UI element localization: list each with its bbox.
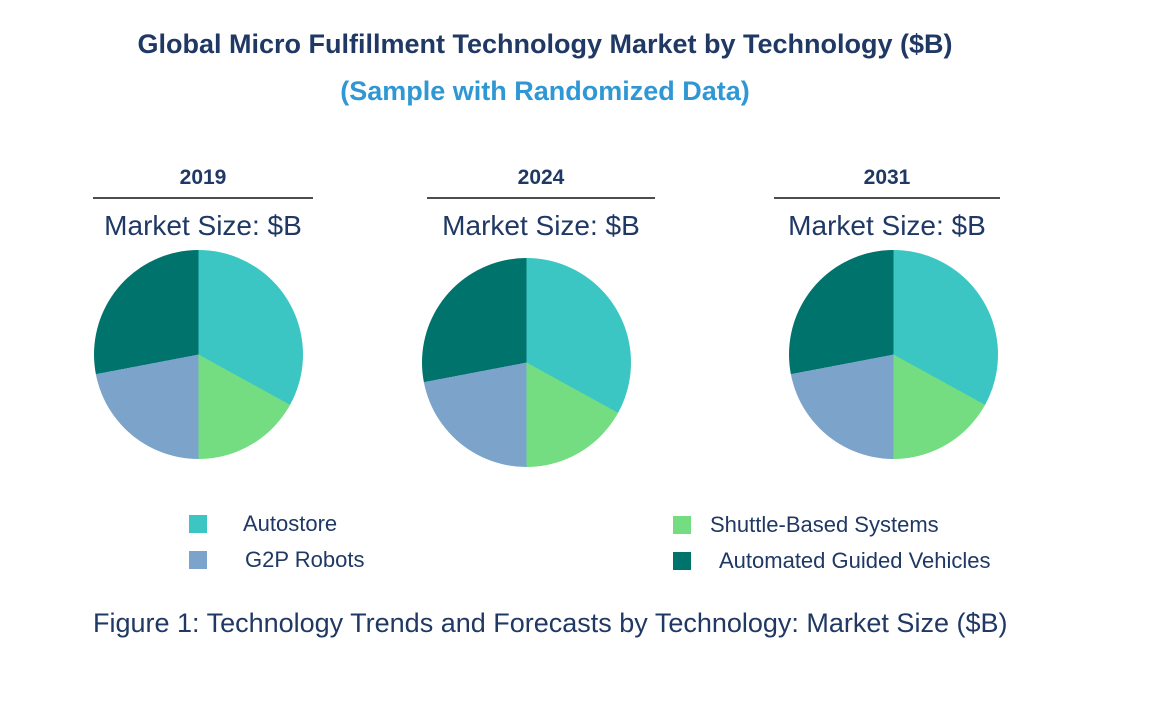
pie-chart-2024 — [422, 258, 631, 467]
page-title: Global Micro Fulfillment Technology Mark… — [137, 29, 953, 59]
legend-label-autostore: Autostore — [243, 511, 338, 536]
market-size-label-2031: Market Size: $B — [788, 210, 986, 242]
pie-chart-2031 — [789, 250, 998, 459]
legend-swatch-g2p-robots — [189, 551, 207, 569]
year-header-2024: 2024 — [427, 166, 655, 200]
page-subtitle: (Sample with Randomized Data) — [340, 76, 750, 107]
legend-swatch-automated-guided-vehicles — [673, 552, 691, 570]
figure-caption: Figure 1: Technology Trends and Forecast… — [93, 608, 1008, 638]
legend-item-g2p-robots: G2P Robots — [189, 549, 364, 571]
legend-item-autostore: Autostore — [189, 513, 337, 535]
chart-group-2019: 2019 Market Size: $B — [93, 166, 313, 242]
legend-swatch-shuttle-based-systems — [673, 516, 691, 534]
year-header-2031: 2031 — [774, 166, 1000, 200]
chart-group-2031: 2031 Market Size: $B — [774, 166, 1000, 242]
legend-label-g2p-robots: G2P Robots — [245, 547, 365, 572]
year-header-2019: 2019 — [93, 166, 313, 200]
legend-label-shuttle-based-systems: Shuttle-Based Systems — [710, 512, 939, 537]
page-header: Global Micro Fulfillment Technology Mark… — [0, 28, 1090, 108]
pie-chart-2019 — [94, 250, 303, 459]
legend-swatch-autostore — [189, 515, 207, 533]
legend-label-automated-guided-vehicles: Automated Guided Vehicles — [719, 548, 991, 573]
market-size-label-2024: Market Size: $B — [442, 210, 640, 242]
chart-group-2024: 2024 Market Size: $B — [427, 166, 655, 242]
market-size-label-2019: Market Size: $B — [104, 210, 302, 242]
legend-item-automated-guided-vehicles: Automated Guided Vehicles — [673, 550, 991, 572]
legend-item-shuttle-based-systems: Shuttle-Based Systems — [673, 514, 939, 536]
